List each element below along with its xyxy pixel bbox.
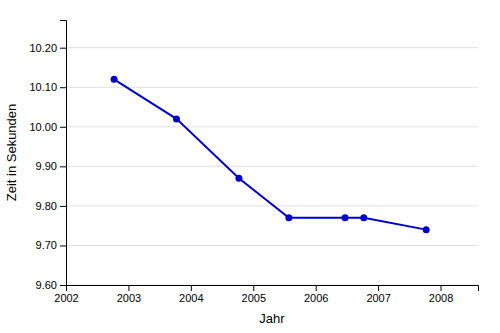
tick-label: 2002	[54, 292, 78, 304]
tick-label: 2003	[117, 292, 141, 304]
series	[111, 76, 430, 233]
tick-label: 9.70	[36, 239, 57, 251]
axis-line	[67, 286, 479, 292]
tick: 2007	[366, 285, 390, 304]
line	[114, 79, 426, 229]
x-axis-title: Jahr	[259, 311, 285, 326]
y-axis-title: Zeit in Sekunden	[4, 104, 19, 202]
tick-mark	[60, 245, 66, 246]
tick-mark	[128, 285, 129, 291]
tick-mark	[60, 87, 66, 88]
y-axis: 9.60 9.70 9.80 9.90 10.00 10.10 10.20	[29, 21, 66, 292]
point	[342, 214, 349, 221]
tick-label: 9.60	[36, 279, 57, 291]
grid	[66, 48, 478, 285]
grid-line	[66, 47, 478, 48]
tick-mark	[441, 285, 442, 291]
tick-mark	[191, 285, 192, 291]
tick: 2004	[179, 285, 203, 304]
axis-line	[60, 21, 67, 286]
plot: 2002 2003 2004 2005 2006 2007 2008 9.60 9.70 9.80…	[29, 21, 478, 304]
tick: 9.60	[36, 279, 66, 291]
tick: 9.80	[36, 200, 66, 212]
tick: 10.20	[29, 42, 66, 54]
tick-mark	[60, 206, 66, 207]
tick-mark	[60, 127, 66, 128]
tick: 9.70	[36, 239, 66, 251]
point	[285, 214, 292, 221]
point	[423, 226, 430, 233]
tick: 2002	[54, 285, 78, 304]
point	[173, 115, 180, 122]
point	[235, 175, 242, 182]
tick: 2008	[429, 285, 453, 304]
point	[360, 214, 367, 221]
tick-label: 2006	[304, 292, 328, 304]
x-axis: 2002 2003 2004 2005 2006 2007 2008	[54, 285, 478, 304]
tick-mark	[378, 285, 379, 291]
tick-label: 10.20	[29, 42, 57, 54]
grid-line	[66, 126, 478, 127]
tick-label: 10.00	[29, 121, 57, 133]
tick-label: 2008	[429, 292, 453, 304]
chart-container: 2002 2003 2004 2005 2006 2007 2008 9.60 9.70 9.80…	[0, 0, 500, 333]
tick-mark	[60, 48, 66, 49]
tick-label: 9.80	[36, 200, 57, 212]
point	[111, 76, 118, 83]
grid-line	[66, 166, 478, 167]
tick-label: 2007	[366, 292, 390, 304]
tick: 10.00	[29, 121, 66, 133]
tick-label: 10.10	[29, 81, 57, 93]
tick-mark	[60, 285, 66, 286]
grid-line	[66, 245, 478, 246]
tick: 2006	[304, 285, 328, 304]
tick-mark	[253, 285, 254, 291]
chart: 2002 2003 2004 2005 2006 2007 2008 9.60 9.70 9.80…	[0, 0, 500, 333]
tick: 9.90	[36, 160, 66, 172]
tick: 2003	[117, 285, 141, 304]
tick-mark	[316, 285, 317, 291]
tick: 10.10	[29, 81, 66, 93]
tick-mark	[60, 166, 66, 167]
tick-label: 2005	[242, 292, 266, 304]
tick: 2005	[242, 285, 266, 304]
tick-label: 2004	[179, 292, 203, 304]
tick-label: 9.90	[36, 160, 57, 172]
